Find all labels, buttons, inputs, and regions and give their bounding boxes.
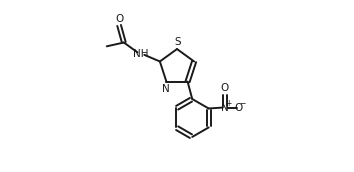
Text: S: S bbox=[175, 37, 181, 47]
Text: NH: NH bbox=[133, 49, 149, 59]
Text: O: O bbox=[235, 103, 243, 112]
Text: +: + bbox=[225, 99, 232, 108]
Text: N: N bbox=[161, 84, 169, 94]
Text: O: O bbox=[221, 83, 229, 93]
Text: −: − bbox=[240, 99, 246, 108]
Text: O: O bbox=[115, 14, 123, 24]
Text: N: N bbox=[221, 103, 229, 112]
